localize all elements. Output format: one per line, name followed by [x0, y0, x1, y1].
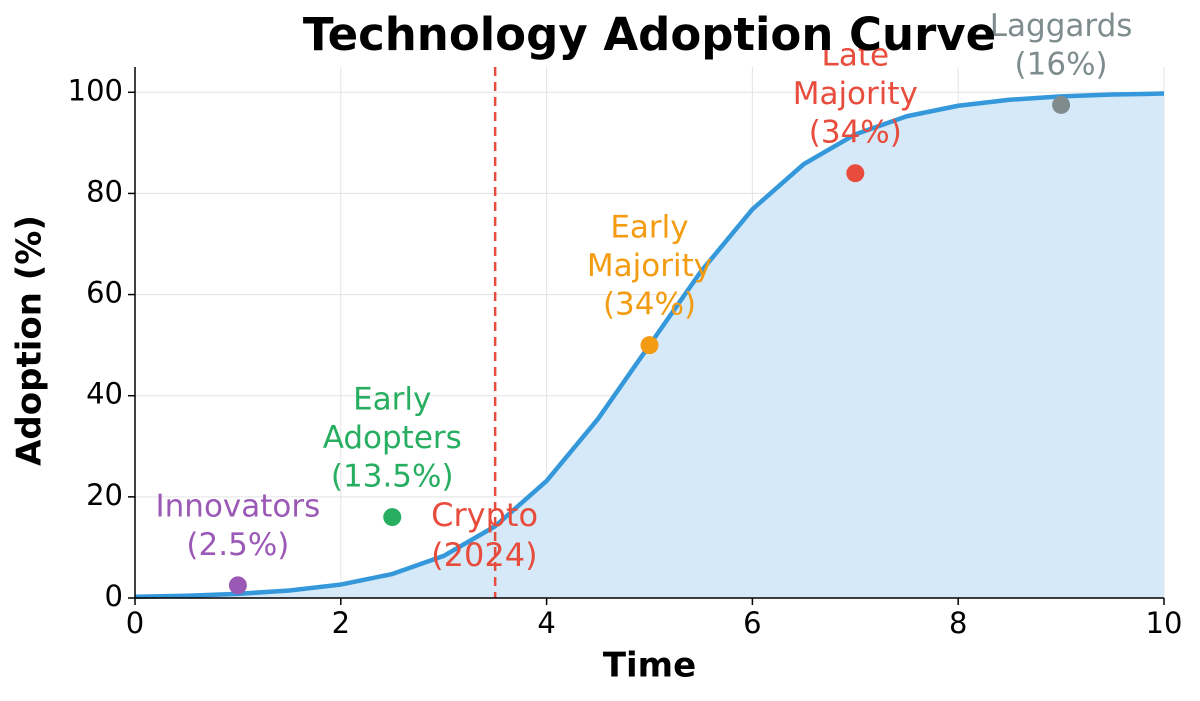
stage-label: Innovators — [156, 488, 321, 524]
stage-label: Majority — [793, 76, 918, 112]
stage-label: (13.5%) — [331, 459, 454, 495]
reference-label: (2024) — [431, 536, 537, 574]
x-tick-label: 6 — [743, 606, 761, 640]
stage-label: (16%) — [1015, 46, 1108, 82]
stage-label: Adopters — [323, 420, 462, 456]
y-tick-label: 40 — [86, 377, 123, 411]
stage-label: Early — [353, 382, 431, 418]
stage-label: Majority — [587, 248, 712, 284]
x-tick-label: 2 — [332, 606, 350, 640]
x-tick-label: 10 — [1146, 606, 1183, 640]
x-axis-title: Time — [603, 646, 696, 686]
y-axis-title: Adoption (%) — [10, 215, 50, 466]
stage-point — [846, 164, 865, 183]
stage-label: Early — [610, 210, 688, 246]
stage-label: Laggards — [990, 8, 1133, 44]
chart-title: Technology Adoption Curve — [303, 8, 996, 61]
x-tick-label: 8 — [949, 606, 967, 640]
stage-point — [228, 576, 247, 595]
y-tick-label: 60 — [86, 276, 123, 310]
y-tick-label: 80 — [86, 174, 123, 208]
stage-label: (34%) — [809, 115, 902, 151]
stage-point — [383, 508, 402, 527]
y-tick-label: 100 — [68, 73, 123, 107]
stage-label: (34%) — [603, 287, 696, 323]
stage-label: Late — [822, 38, 890, 74]
stage-label: (2.5%) — [186, 527, 289, 563]
x-tick-label: 0 — [126, 606, 144, 640]
x-tick-label: 4 — [537, 606, 555, 640]
stage-point — [640, 336, 659, 355]
reference-label: Crypto — [431, 496, 538, 534]
y-tick-label: 0 — [105, 579, 123, 613]
stage-point — [1052, 95, 1071, 114]
y-tick-label: 20 — [86, 478, 123, 512]
